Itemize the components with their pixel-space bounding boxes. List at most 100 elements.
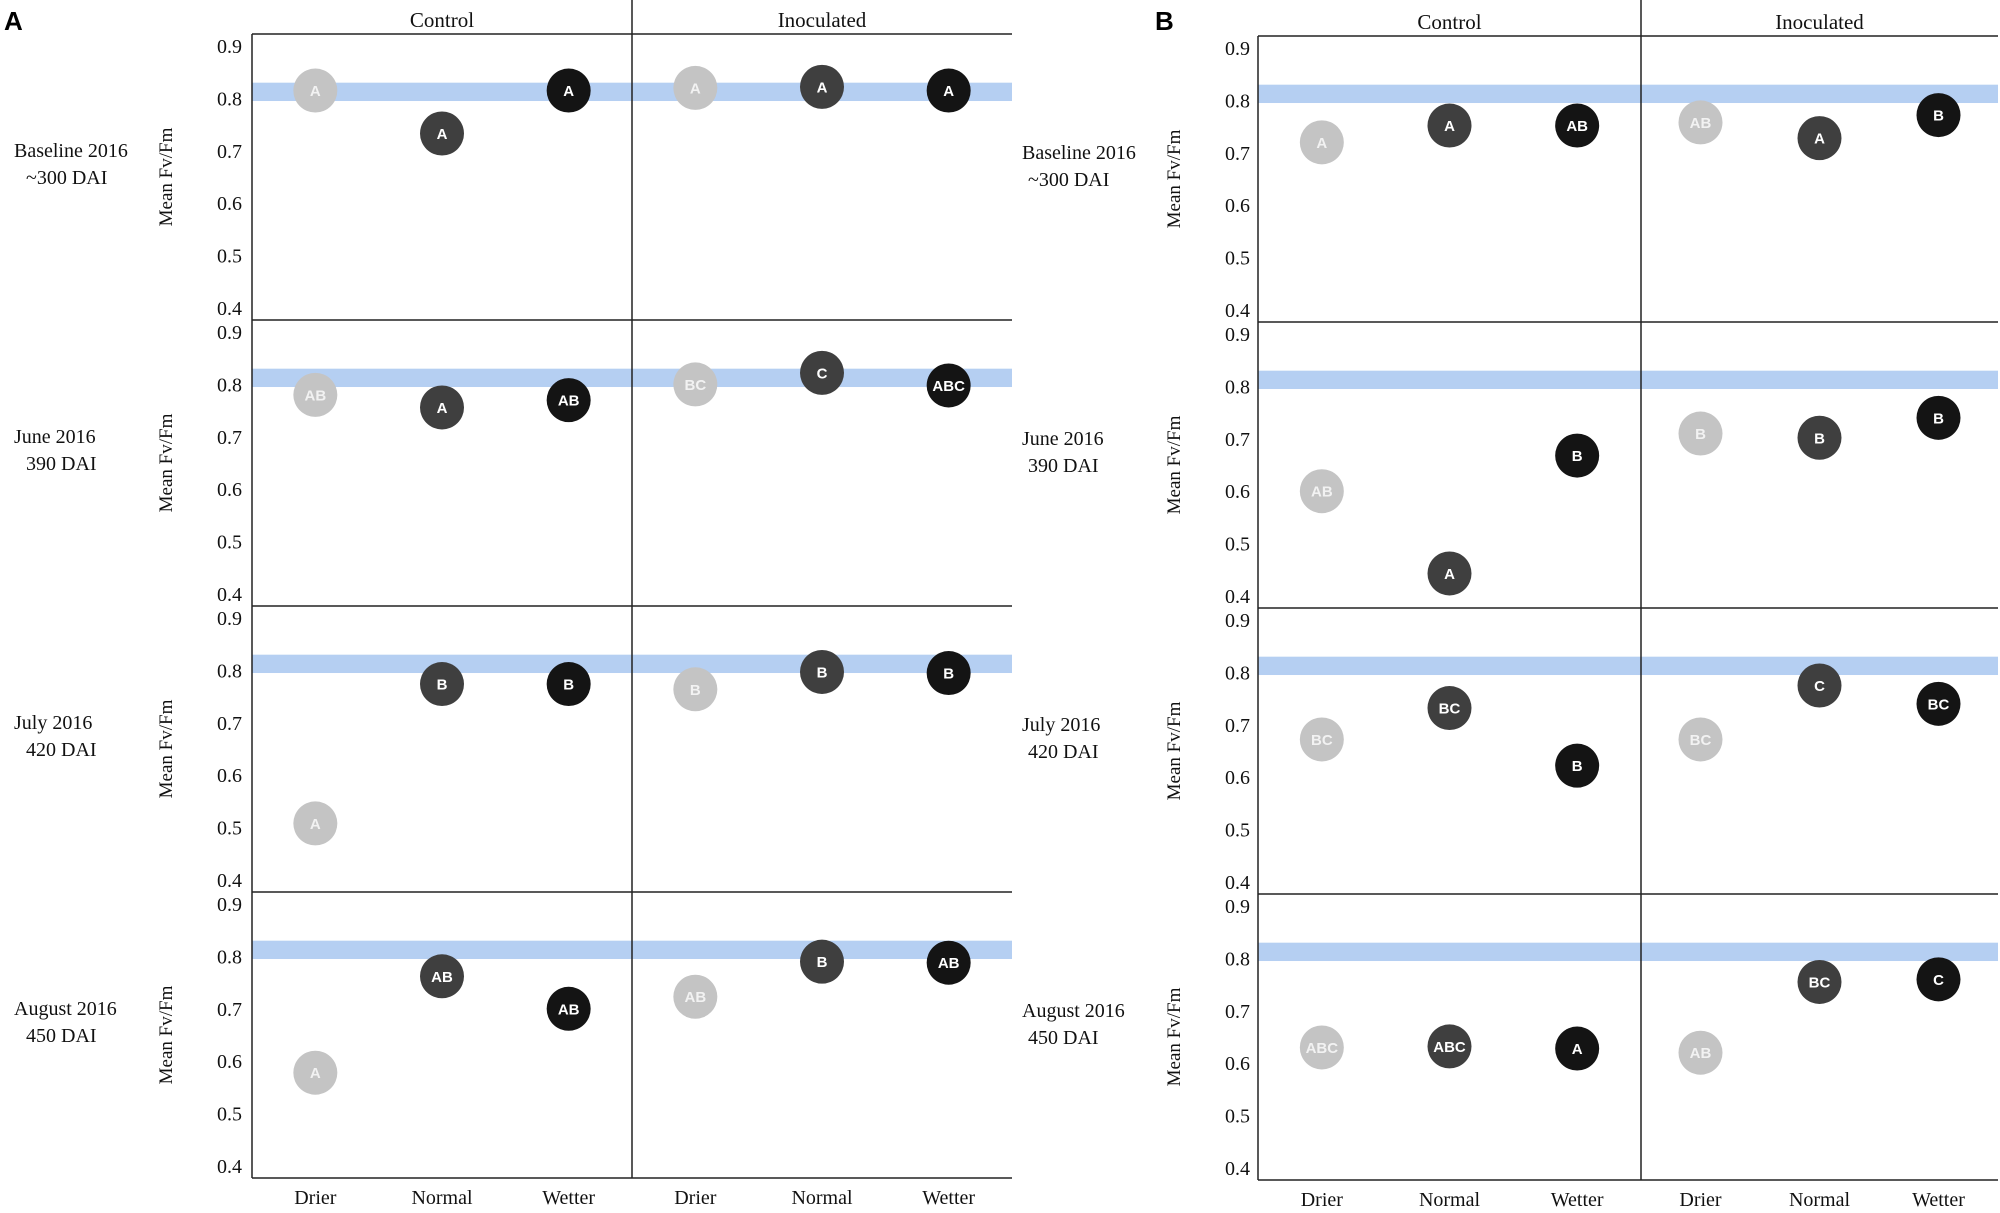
y-tick-label: 0.9	[1225, 38, 1250, 60]
point-letter: C	[1814, 678, 1825, 695]
group-header-inoculated: Inoculated	[1775, 10, 1864, 34]
point-letter: B	[1814, 430, 1825, 447]
data-point-wetter	[546, 986, 591, 1031]
data-point-normal	[1797, 415, 1842, 460]
data-point-normal	[1427, 551, 1472, 596]
y-tick-label: 0.8	[217, 660, 242, 682]
y-tick-label: 0.5	[217, 246, 242, 268]
data-point-normal	[1427, 1024, 1472, 1069]
point-letter: AB	[1311, 484, 1333, 501]
category-label-wetter: Wetter	[1551, 1189, 1604, 1211]
group-header-inoculated: Inoculated	[778, 8, 867, 32]
data-point-wetter	[1916, 93, 1961, 138]
category-label-normal: Normal	[791, 1187, 853, 1209]
row-title: July 2016	[14, 712, 92, 734]
point-letter: A	[943, 83, 954, 100]
y-tick-label: 0.7	[1225, 143, 1250, 165]
y-tick-label: 0.8	[1225, 662, 1250, 684]
point-letter: A	[1444, 566, 1455, 583]
y-tick-label: 0.9	[217, 608, 242, 630]
category-label-drier: Drier	[1679, 1189, 1722, 1211]
point-letter: C	[817, 365, 828, 382]
point-letter: AB	[558, 393, 580, 410]
row-subtitle: 450 DAI	[26, 1025, 97, 1047]
panel-label-b: B	[1155, 6, 1174, 36]
group-header-control: Control	[410, 8, 474, 32]
category-label-drier: Drier	[674, 1187, 717, 1209]
data-point-normal	[1797, 116, 1842, 161]
y-tick-label: 0.9	[1225, 610, 1250, 632]
y-axis-title: Mean Fv/Fm	[156, 699, 177, 798]
y-tick-label: 0.5	[1225, 248, 1250, 270]
data-point-wetter	[1555, 1026, 1600, 1071]
y-tick-label: 0.5	[217, 818, 242, 840]
point-letter: B	[817, 664, 828, 681]
row-subtitle: ~300 DAI	[1028, 169, 1109, 191]
point-letter: AB	[1690, 1045, 1712, 1062]
data-point-drier	[293, 68, 338, 113]
y-tick-label: 0.7	[217, 713, 242, 735]
point-letter: B	[1695, 426, 1706, 443]
data-point-normal	[1427, 103, 1472, 148]
point-letter: BC	[1809, 974, 1831, 991]
y-axis-title: Mean Fv/Fm	[1164, 987, 1185, 1086]
data-point-drier	[1678, 411, 1723, 456]
category-label-drier: Drier	[294, 1187, 337, 1209]
y-tick-label: 0.4	[217, 298, 242, 320]
category-label-wetter: Wetter	[1912, 1189, 1965, 1211]
point-letter: B	[1572, 448, 1583, 465]
category-label-drier: Drier	[1301, 1189, 1344, 1211]
row-title: Baseline 2016	[14, 140, 128, 162]
y-axis-title: Mean Fv/Fm	[156, 985, 177, 1084]
y-tick-label: 0.6	[1225, 195, 1250, 217]
data-point-normal	[420, 954, 464, 999]
y-tick-label: 0.6	[1225, 481, 1250, 503]
point-letter: A	[1814, 131, 1825, 148]
data-point-drier	[1299, 120, 1344, 165]
y-tick-label: 0.8	[217, 88, 242, 110]
y-tick-label: 0.6	[1225, 1053, 1250, 1075]
y-tick-label: 0.9	[1225, 324, 1250, 346]
data-point-normal	[1797, 959, 1842, 1004]
point-letter: A	[1572, 1041, 1583, 1058]
y-tick-label: 0.6	[217, 765, 242, 787]
row-subtitle: 390 DAI	[1028, 455, 1099, 477]
data-point-wetter	[926, 68, 971, 113]
point-letter: BC	[1439, 701, 1461, 718]
y-tick-label: 0.4	[217, 584, 242, 606]
data-point-drier	[1299, 1025, 1344, 1070]
y-tick-label: 0.4	[1225, 1158, 1250, 1180]
y-tick-label: 0.7	[217, 999, 242, 1021]
point-letter: A	[1444, 118, 1455, 135]
y-tick-label: 0.5	[1225, 820, 1250, 842]
data-point-drier	[1678, 1030, 1723, 1075]
point-letter: BC	[1690, 732, 1712, 749]
y-tick-label: 0.8	[217, 946, 242, 968]
data-point-drier	[1299, 717, 1344, 762]
data-point-normal	[800, 350, 844, 395]
row-title: Baseline 2016	[1022, 142, 1136, 164]
category-label-normal: Normal	[411, 1187, 473, 1209]
data-point-wetter	[1555, 103, 1600, 148]
point-letter: A	[817, 79, 828, 96]
row-subtitle: 420 DAI	[1028, 741, 1099, 763]
data-point-wetter	[926, 940, 971, 985]
row-subtitle: 450 DAI	[1028, 1027, 1099, 1049]
data-point-normal	[800, 64, 844, 109]
y-tick-label: 0.7	[217, 427, 242, 449]
point-letter: AB	[1690, 115, 1712, 132]
data-point-wetter	[1555, 433, 1600, 478]
data-point-drier	[673, 667, 718, 712]
y-tick-label: 0.7	[1225, 429, 1250, 451]
point-letter: B	[437, 677, 448, 694]
row-title: August 2016	[1022, 1000, 1125, 1022]
category-label-normal: Normal	[1419, 1189, 1481, 1211]
y-tick-label: 0.4	[217, 1156, 242, 1178]
data-point-drier	[673, 974, 718, 1019]
point-letter: A	[690, 80, 701, 97]
data-point-wetter	[546, 68, 591, 113]
y-tick-label: 0.4	[1225, 872, 1250, 894]
y-tick-label: 0.9	[217, 36, 242, 58]
data-point-drier	[673, 65, 718, 110]
y-axis-title: Mean Fv/Fm	[1164, 701, 1185, 800]
